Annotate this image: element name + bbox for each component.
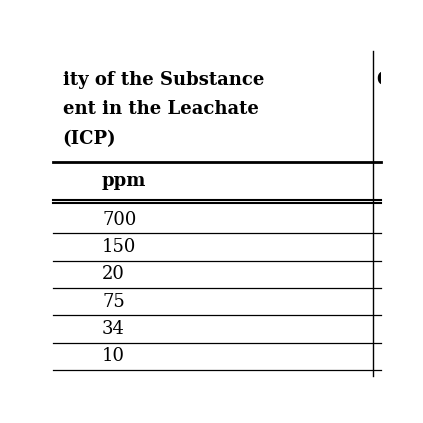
Text: 700: 700 <box>102 211 137 229</box>
Text: 34: 34 <box>102 320 125 338</box>
Text: ent in the Leachate: ent in the Leachate <box>63 100 258 118</box>
Text: (ICP): (ICP) <box>63 130 116 148</box>
Text: ity of the Substance: ity of the Substance <box>63 71 264 89</box>
Text: 75: 75 <box>102 293 125 310</box>
Text: 20: 20 <box>102 265 125 283</box>
Text: ppm: ppm <box>102 172 146 190</box>
Text: Q: Q <box>376 71 391 89</box>
Text: 150: 150 <box>102 238 137 256</box>
Text: 10: 10 <box>102 347 125 365</box>
